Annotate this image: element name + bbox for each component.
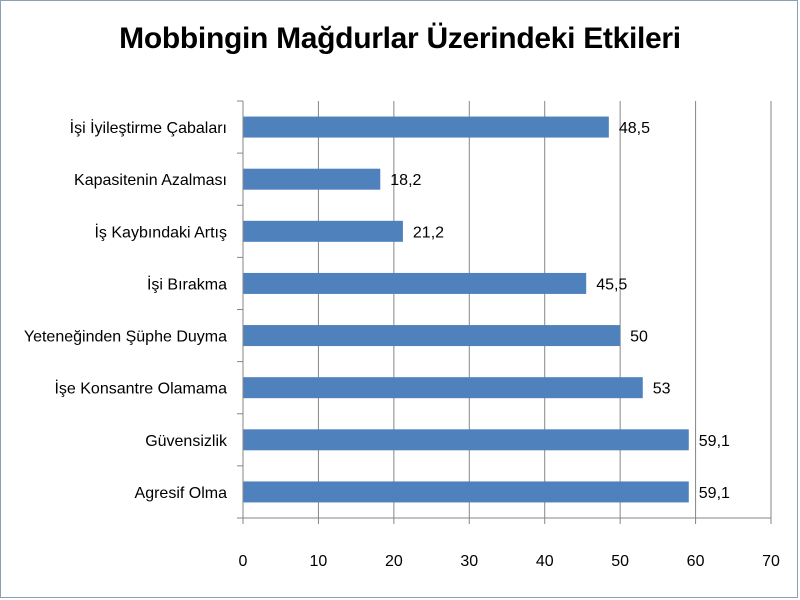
- category-label: Kapasitenin Azalması: [74, 172, 227, 189]
- category-label: İş Kaybındaki Artış: [94, 222, 227, 241]
- data-label: 21,2: [413, 224, 444, 241]
- data-label: 18,2: [390, 172, 421, 189]
- bar: [243, 429, 689, 451]
- category-label: Yeteneğinden Şüphe Duyma: [24, 329, 227, 346]
- bar: [243, 168, 381, 190]
- data-label: 50: [630, 329, 648, 346]
- data-label: 45,5: [596, 276, 627, 293]
- category-label: Agresif Olma: [135, 485, 228, 502]
- gridlines: [317, 101, 772, 518]
- data-label: 59,1: [699, 433, 730, 450]
- category-label: İşe Konsantre Olamama: [54, 379, 227, 398]
- x-tick-label: 40: [536, 553, 554, 570]
- category-label: İşi İyileştirme Çabaları: [70, 118, 227, 137]
- x-tick-label: 10: [310, 553, 328, 570]
- bar: [243, 325, 621, 347]
- category-label: İşi Bırakma: [147, 274, 227, 293]
- x-tick-label: 20: [385, 553, 403, 570]
- x-tick-label: 30: [460, 553, 478, 570]
- x-tick-label: 50: [611, 553, 629, 570]
- axes: [237, 100, 772, 524]
- category-label: Güvensizlik: [145, 433, 228, 450]
- bar: [243, 272, 587, 294]
- data-label: 59,1: [699, 485, 730, 502]
- bar: [243, 377, 643, 399]
- chart-title: Mobbingin Mağdurlar Üzerindeki Etkileri: [119, 22, 681, 55]
- x-tick-label: 60: [687, 553, 705, 570]
- data-label: 48,5: [619, 120, 650, 137]
- bar: [243, 481, 689, 503]
- x-tick-label: 70: [762, 553, 780, 570]
- bar: [243, 220, 403, 242]
- labels: 0 10 20 30 40 50 60 70 İşi İyileştirme Çabaları 4…: [24, 118, 780, 570]
- bar: [243, 116, 609, 138]
- data-label: 53: [653, 381, 671, 398]
- x-tick-label: 0: [239, 553, 248, 570]
- bars: [243, 116, 689, 503]
